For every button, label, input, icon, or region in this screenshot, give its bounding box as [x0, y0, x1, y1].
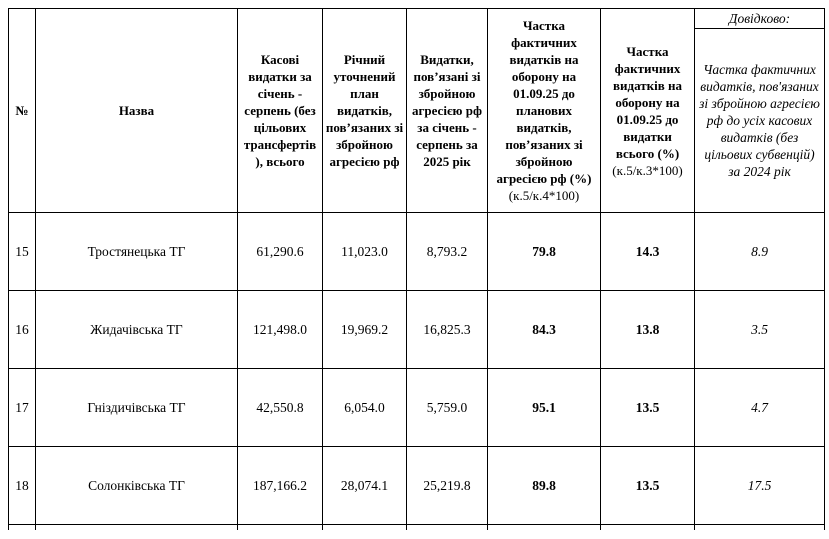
cell-war-expenses: 25,219.8 — [406, 446, 488, 525]
cell-share-of-plan: 84.3 — [487, 290, 601, 369]
col-header-war-expenses: Видатки, пов’язані зі збройною агресією … — [406, 8, 488, 213]
col-header-name: Назва — [35, 8, 238, 213]
col-header-reference-title: Довідково: — [694, 8, 825, 29]
cell-share-2024: 17.5 — [694, 446, 825, 525]
cell-cash-expenses: 42,550.8 — [237, 368, 323, 447]
row-num: 17 — [8, 368, 36, 447]
cell-war-expenses: 16,825.3 — [406, 290, 488, 369]
row-num: 18 — [8, 446, 36, 525]
cell-share-of-plan: 89.8 — [487, 446, 601, 525]
cell-war-expenses: 8,793.2 — [406, 212, 488, 291]
table-row: 16 Жидачівська ТГ 121,498.0 19,969.2 16,… — [8, 290, 825, 369]
cell-share-of-plan: 95.1 — [487, 368, 601, 447]
row-name: Жидачівська ТГ — [35, 290, 238, 369]
expenditure-table: № Назва Касові видатки за січень - серпе… — [8, 8, 825, 530]
cell-cash-expenses: 187,166.2 — [237, 446, 323, 525]
col-header-share-of-total: Частка фактичних видатків на оборону на … — [600, 8, 695, 213]
row-name: Гніздичівська ТГ — [35, 368, 238, 447]
col-header-num: № — [8, 8, 36, 213]
cell-annual-plan: 6,054.0 — [322, 368, 407, 447]
col-header-reference-desc: Частка фактичних видатків, пов'язаних зі… — [694, 28, 825, 213]
row-num: 15 — [8, 212, 36, 291]
cell-share-2024: 8.9 — [694, 212, 825, 291]
cell-share-of-total: 14.3 — [600, 212, 695, 291]
cell-share-of-total: 13.5 — [600, 446, 695, 525]
header-reference-row: Частка фактичних видатків, пов'язаних зі… — [9, 28, 825, 213]
cell-war-expenses: 5,759.0 — [406, 368, 488, 447]
cell-share-2024: 3.5 — [694, 290, 825, 369]
col-header-share-of-plan: Частка фактичних видатків на оборону на … — [487, 8, 601, 213]
cell-cash-expenses: 61,290.6 — [237, 212, 323, 291]
cell-annual-plan: 28,074.1 — [322, 446, 407, 525]
col-header-cash-expenses: Касові видатки за січень - серпень (без … — [237, 8, 323, 213]
col-header-share-of-plan-formula: (к.5/к.4*100) — [508, 188, 580, 203]
col-header-share-of-plan-label: Частка фактичних видатків на оборону на … — [496, 18, 592, 186]
cell-annual-plan: 19,969.2 — [322, 290, 407, 369]
row-num: 16 — [8, 290, 36, 369]
table-row: 17 Гніздичівська ТГ 42,550.8 6,054.0 5,7… — [8, 368, 825, 447]
table-row: 18 Солонківська ТГ 187,166.2 28,074.1 25… — [8, 446, 825, 525]
col-header-share-of-total-formula: (к.5/к.3*100) — [612, 162, 683, 178]
col-header-annual-plan: Річний уточнений план видатків, пов’язан… — [322, 8, 407, 213]
row-name: Солонківська ТГ — [35, 446, 238, 525]
col-header-share-of-total-label: Частка фактичних видатків на оборону на … — [613, 43, 682, 161]
cell-share-of-plan: 79.8 — [487, 212, 601, 291]
header-row: № Назва Касові видатки за січень - серпе… — [8, 8, 825, 213]
cell-annual-plan: 11,023.0 — [322, 212, 407, 291]
row-name: Тростянецька ТГ — [35, 212, 238, 291]
table-row: 15 Тростянецька ТГ 61,290.6 11,023.0 8,7… — [8, 212, 825, 291]
cell-share-of-total: 13.8 — [600, 290, 695, 369]
cell-share-2024: 4.7 — [694, 368, 825, 447]
cell-cash-expenses: 121,498.0 — [237, 290, 323, 369]
cell-share-of-total: 13.5 — [600, 368, 695, 447]
clipped-next-row — [8, 524, 825, 530]
